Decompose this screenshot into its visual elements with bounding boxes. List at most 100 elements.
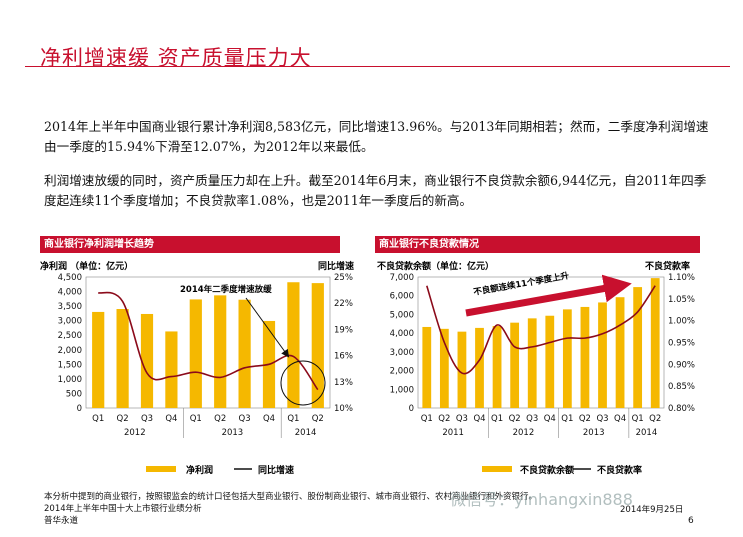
chart2-year-label: 2012 <box>513 428 535 438</box>
chart1-x-tick: Q2 <box>117 414 129 424</box>
chart2-x-tick: Q2 <box>509 414 521 424</box>
chart2-legend-bar-label: 不良贷款余额 <box>520 464 574 476</box>
chart1-bar <box>311 283 324 408</box>
chart2-bar <box>598 302 607 408</box>
chart2-bar <box>580 306 590 408</box>
chart2-bar <box>457 331 467 408</box>
chart2-y-tick: 3,000 <box>390 348 414 358</box>
chart2-x-tick: Q2 <box>579 414 591 424</box>
chart2-y2-tick: 1.00% <box>668 317 695 327</box>
chart2-bar <box>633 287 643 408</box>
footer-company: 普华永道 <box>44 516 79 526</box>
chart1-legend-swatch-bar <box>146 466 176 472</box>
chart2-plot-frame <box>417 276 665 409</box>
chart2-y2-tick: 0.95% <box>668 339 695 349</box>
chart1-y2-tick: 19% <box>334 325 353 335</box>
chart2-bar <box>492 326 502 408</box>
chart2-y-tick: 5,000 <box>390 310 414 320</box>
chart2-bar <box>545 315 555 408</box>
chart1-annotation-arrow <box>245 297 290 358</box>
chart1-y2-tick: 13% <box>334 378 353 388</box>
chart1-y2-tick: 10% <box>334 404 353 414</box>
chart2-growth-line <box>426 285 656 375</box>
chart2-y-tick: 2,000 <box>390 367 414 377</box>
paragraph-1: 2014年上半年中国商业银行累计净利润8,583亿元，同比增速13.96%。与2… <box>44 119 709 154</box>
chart2-y2-tick: 0.90% <box>668 360 695 370</box>
chart1-bar <box>116 309 129 408</box>
chart1-y-tick: 4,500 <box>58 273 82 283</box>
chart2-bar <box>527 318 537 408</box>
chart2-y2-tick: 1.10% <box>668 273 695 283</box>
chart2-year-label: 2011 <box>442 428 464 438</box>
chart2-x-tick: Q4 <box>544 414 556 424</box>
chart1-y2-tick: 16% <box>334 352 353 362</box>
footer-date: 2014年9月25日 <box>620 505 684 515</box>
chart2-bar <box>650 278 660 408</box>
chart2-x-tick: Q1 <box>632 414 644 424</box>
chart2-x-tick: Q2 <box>649 414 661 424</box>
chart1-bar <box>189 299 202 408</box>
chart1-bar <box>287 282 300 408</box>
chart2-legend-swatch-bar <box>482 466 512 472</box>
chart1-bar <box>165 331 178 408</box>
chart2-year-label: 2013 <box>583 428 605 438</box>
chart1-x-tick: Q1 <box>92 414 104 424</box>
chart2-x-tick: Q4 <box>614 414 626 424</box>
chart1-y-tick: 1,500 <box>58 360 82 370</box>
chart1-year-label: 2013 <box>222 428 244 438</box>
chart2-x-tick: Q4 <box>473 414 485 424</box>
chart2-bar <box>510 322 520 408</box>
chart2-left-axis-label: 不良贷款余额（单位：亿元） <box>377 260 494 272</box>
chart2-x-tick: Q3 <box>526 414 538 424</box>
chart2-x-tick: Q1 <box>491 414 503 424</box>
chart1-bar <box>92 311 105 408</box>
footer-report: 2014年上半年中国十大上市银行业绩分析 <box>44 504 202 514</box>
chart1-y2-tick: 25% <box>334 273 353 283</box>
chart2-y-tick: 7,000 <box>390 273 414 283</box>
chart2-bar <box>475 327 484 408</box>
chart1-y-tick: 2,500 <box>58 331 82 341</box>
chart1-x-tick: Q1 <box>190 414 202 424</box>
footer-note: 本分析中提到的商业银行，按照银监会的统计口径包括大型商业银行、股份制商业银行、城… <box>44 492 538 502</box>
chart1-plot-frame <box>85 276 331 409</box>
chart1-legend-line-label: 同比增速 <box>258 464 294 476</box>
chart1-bar <box>238 299 251 408</box>
chart1-y-tick: 3,000 <box>58 317 82 327</box>
chart2-year-label: 2014 <box>636 428 658 438</box>
chart2-x-tick: Q1 <box>421 414 433 424</box>
page-number: 6 <box>688 516 694 526</box>
chart1-header: 商业银行净利润增长趋势 <box>40 236 340 253</box>
chart1-bar <box>140 313 154 408</box>
watermark: 微信号：yinhangxin888 <box>450 490 633 509</box>
chart2-y-tick: 4,000 <box>390 329 414 339</box>
chart1-annotation: 2014年二季度增速放缓 <box>180 284 272 295</box>
chart2-bar <box>439 328 449 408</box>
chart1-y-tick: 0 <box>77 404 82 414</box>
chart1-x-tick: Q1 <box>287 414 299 424</box>
chart2-x-tick: Q1 <box>561 414 573 424</box>
chart2-bar <box>615 297 625 408</box>
chart2-header: 商业银行不良贷款情况 <box>375 236 700 253</box>
chart2-y-tick: 1,000 <box>390 385 414 395</box>
chart1-y-tick: 2,000 <box>58 346 82 356</box>
chart2-y2-tick: 0.80% <box>668 404 695 414</box>
chart2-x-tick: Q2 <box>438 414 450 424</box>
footer: 本分析中提到的商业银行，按照银监会的统计口径包括大型商业银行、股份制商业银行、城… <box>44 491 644 527</box>
chart1-x-tick: Q4 <box>263 414 275 424</box>
chart2-y-tick: 0 <box>409 404 414 414</box>
chart1-bar <box>214 295 227 408</box>
chart2-bar <box>562 309 572 408</box>
chart1-growth-line <box>97 291 319 391</box>
chart2-y2-tick: 0.85% <box>668 382 695 392</box>
chart2-right-axis-label: 不良贷款率 <box>645 260 690 272</box>
chart1-x-tick: Q3 <box>141 414 153 424</box>
title-divider <box>25 66 730 67</box>
chart2-y2-tick: 1.05% <box>668 295 695 305</box>
paragraph-2: 利润增速放缓的同时，资产质量压力却在上升。截至2014年6月末，商业银行不良贷款… <box>44 173 707 208</box>
chart1-y-tick: 4,000 <box>58 288 82 298</box>
chart1-y-tick: 500 <box>66 389 82 399</box>
chart1-x-tick: Q4 <box>165 414 177 424</box>
chart1-legend-bar-label: 净利润 <box>186 464 213 476</box>
chart1-year-label: 2012 <box>124 428 146 438</box>
